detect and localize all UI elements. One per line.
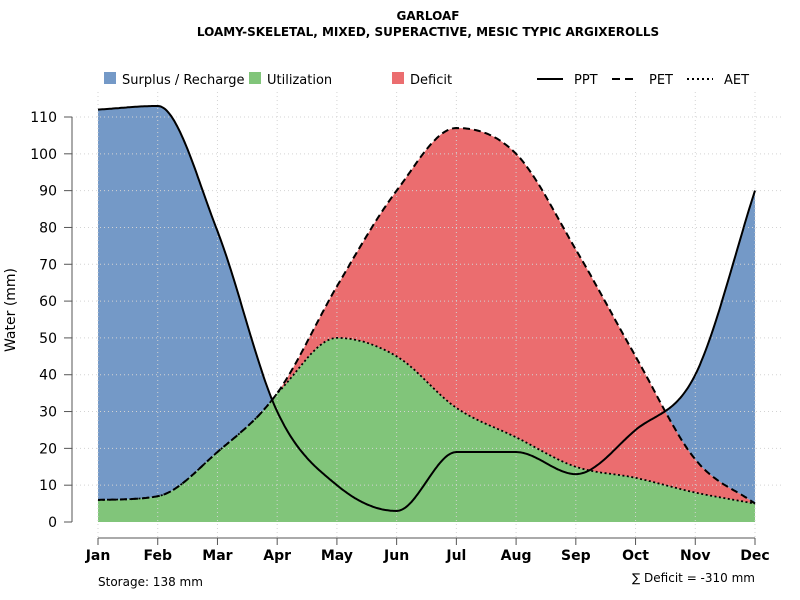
y-tick-label: 0 xyxy=(48,515,57,531)
x-tick-label: Aug xyxy=(501,548,532,564)
y-tick-label: 20 xyxy=(39,441,57,457)
legend-label-deficit: Deficit xyxy=(410,73,452,88)
x-tick-label: Oct xyxy=(622,548,649,564)
legend-label-aet: AET xyxy=(724,73,749,88)
y-tick-label: 100 xyxy=(30,147,57,163)
y-tick-label: 80 xyxy=(39,220,57,236)
x-tick-label: Jan xyxy=(85,548,111,564)
utilization-area xyxy=(98,337,755,522)
y-tick-label: 70 xyxy=(39,257,57,273)
y-tick-label: 10 xyxy=(39,478,57,494)
storage-note: Storage: 138 mm xyxy=(98,575,203,589)
y-axis-label: Water (mm) xyxy=(3,268,19,352)
legend-swatch-surplus xyxy=(104,72,116,84)
chart-title: GARLOAF xyxy=(397,9,460,23)
legend-label-ppt: PPT xyxy=(574,73,598,88)
axes: 0 10 20 30 40 50 60 70 80 90 100 110 Jan Feb Mar Apr May… xyxy=(30,110,769,564)
y-tick-label: 40 xyxy=(39,368,57,384)
ppt-line xyxy=(97,105,756,513)
x-tick-label: Jun xyxy=(383,548,409,564)
legend-label-utilization: Utilization xyxy=(267,73,332,88)
legend: Surplus / Recharge Utilization Deficit P… xyxy=(104,72,749,88)
x-tick-label: Apr xyxy=(263,548,291,564)
x-tick-label: Jul xyxy=(445,548,466,564)
x-tick-label: Mar xyxy=(202,548,232,564)
deficit-area xyxy=(98,128,755,504)
y-tick-label: 110 xyxy=(30,110,57,126)
x-tick-label: Nov xyxy=(680,548,710,564)
y-tick-label: 30 xyxy=(39,405,57,421)
chart-subtitle: LOAMY-SKELETAL, MIXED, SUPERACTIVE, MESI… xyxy=(197,25,659,39)
legend-label-pet: PET xyxy=(649,73,673,88)
x-tick-label: Feb xyxy=(143,548,172,564)
surplus-area xyxy=(98,106,755,504)
x-tick-label: Dec xyxy=(740,548,769,564)
x-tick-label: Sep xyxy=(561,548,591,564)
y-tick-label: 50 xyxy=(39,331,57,347)
pet-line xyxy=(98,126,756,505)
legend-swatch-deficit xyxy=(392,72,404,84)
legend-label-surplus: Surplus / Recharge xyxy=(122,73,245,88)
legend-swatch-utilization xyxy=(249,72,261,84)
y-tick-label: 60 xyxy=(39,294,57,310)
y-tick-label: 90 xyxy=(39,184,57,200)
series-lines xyxy=(97,105,756,513)
deficit-note: ∑ Deficit = -310 mm xyxy=(632,571,755,585)
x-tick-label: May xyxy=(321,548,353,564)
area-layer xyxy=(98,106,755,522)
